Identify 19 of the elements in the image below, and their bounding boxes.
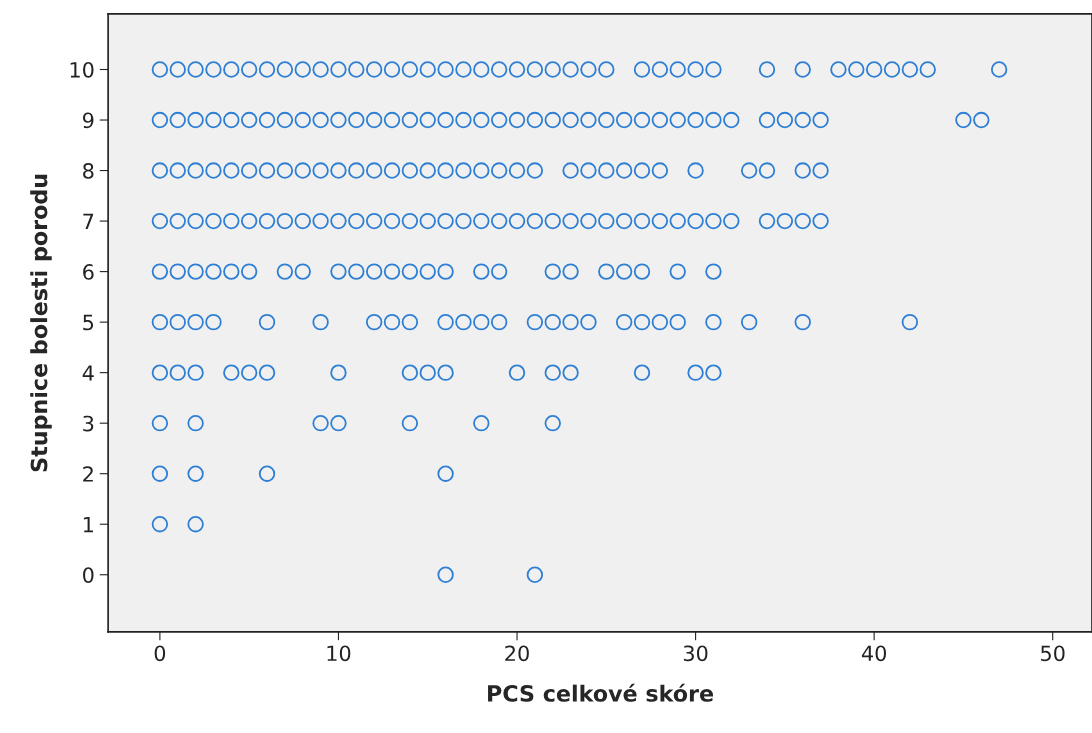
x-tick-label: 20 <box>505 645 529 662</box>
y-tick-label: 10 <box>70 61 94 78</box>
x-tick-label: 30 <box>683 645 708 662</box>
y-tick-label: 3 <box>83 415 94 432</box>
y-tick-label: 7 <box>83 213 94 229</box>
x-tick-label: 0 <box>154 645 166 662</box>
x-tick-label: 50 <box>1041 645 1065 662</box>
y-tick-label: 6 <box>83 264 94 280</box>
y-tick-label: 1 <box>83 516 93 533</box>
x-axis-title: PCS celkové skóre <box>488 683 714 702</box>
y-tick-label: 2 <box>83 466 93 482</box>
x-tick-label: 40 <box>861 645 887 662</box>
y-tick-label: 5 <box>83 314 94 331</box>
y-tick-label: 4 <box>82 365 94 381</box>
y-tick-label: 9 <box>82 112 94 129</box>
y-tick-label: 8 <box>83 163 94 179</box>
x-tick-label: 10 <box>327 645 351 662</box>
y-axis-title: Stupnice bolesti porodu <box>30 174 52 472</box>
y-tick-label: 0 <box>83 567 94 583</box>
